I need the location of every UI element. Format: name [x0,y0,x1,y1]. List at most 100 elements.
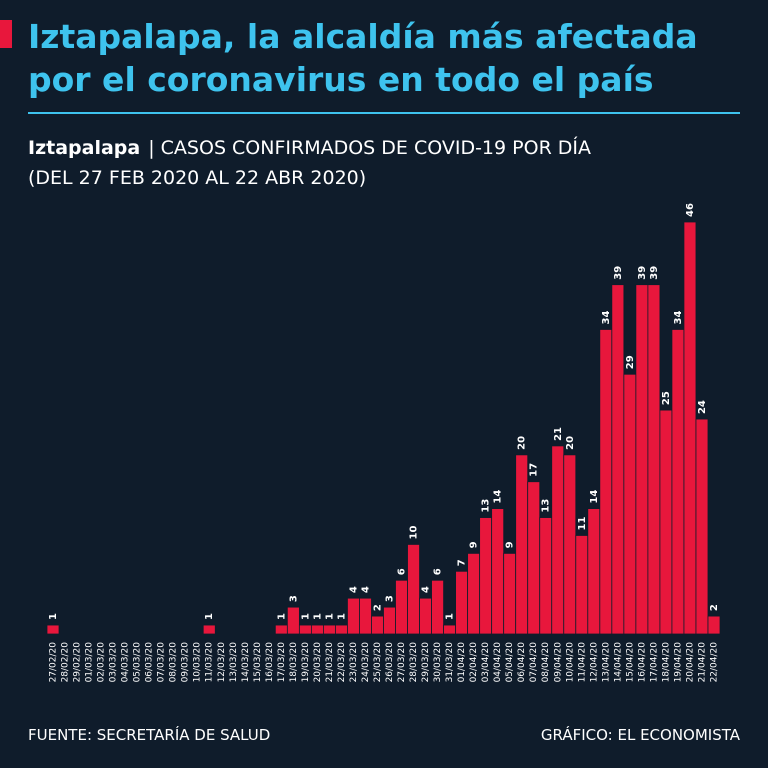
bar [335,624,348,635]
x-tick-label: 02/03/20 [97,642,107,683]
x-tick-label: 08/04/20 [541,642,551,683]
value-label: 39 [649,266,660,280]
bar [467,552,481,635]
x-tick-label: 03/03/20 [109,642,119,683]
bar [647,284,661,635]
bar [515,454,529,635]
x-tick-label: 15/04/20 [625,642,635,683]
x-tick-label: 09/03/20 [181,642,191,683]
bar [347,597,360,635]
bar [611,284,625,635]
x-tick-label: 11/04/20 [577,642,587,683]
subtitle-bold: Iztapalapa [28,137,140,159]
x-tick-label: 06/03/20 [145,642,155,683]
value-label: 1 [276,613,287,620]
x-tick-label: 16/03/20 [265,642,275,683]
bar [407,544,420,635]
x-tick-label: 07/04/20 [529,642,539,683]
value-label: 9 [505,541,516,548]
bar [202,624,216,635]
x-tick-label: 13/04/20 [601,642,611,683]
credit: GRÁFICO: EL ECONOMISTA [541,725,741,744]
x-tick-label: 14/04/20 [613,642,623,683]
bar [359,597,372,635]
bar [671,329,685,635]
x-tick-label: 10/03/20 [193,642,203,683]
value-label: 17 [529,463,540,477]
bar [527,481,541,635]
bar [46,624,60,635]
bar [419,597,432,635]
value-label: 9 [469,541,480,548]
x-tick-label: 18/04/20 [661,642,671,683]
value-label: 46 [685,203,696,217]
value-label: 1 [312,613,323,620]
value-label: 13 [541,499,552,513]
value-label: 13 [481,499,492,513]
x-tick-label: 20/03/20 [313,642,323,683]
bar [695,418,709,635]
x-tick-label: 14/03/20 [241,642,251,683]
value-label: 14 [493,490,504,504]
bar [491,508,505,635]
x-tick-label: 05/04/20 [505,642,515,683]
bar [563,454,577,635]
value-label: 25 [661,391,672,405]
value-label: 1 [445,613,456,620]
value-label: 7 [457,559,468,566]
bar [298,624,312,635]
x-tick-label: 29/02/20 [73,642,83,683]
x-tick-label: 02/04/20 [469,642,479,683]
x-tick-label: 03/04/20 [481,642,491,683]
value-label: 34 [673,311,684,325]
value-label: 34 [601,311,612,325]
bar [323,624,336,635]
x-tick-label: 17/04/20 [649,642,659,683]
x-tick-label: 29/03/20 [421,642,431,683]
subtitle-range: (DEL 27 FEB 2020 AL 22 ABR 2020) [28,167,366,189]
value-label: 3 [385,595,396,602]
x-tick-label: 05/03/20 [133,642,143,683]
x-tick-label: 04/03/20 [121,642,131,683]
x-tick-label: 31/03/20 [445,642,455,683]
bar [274,624,288,635]
value-label: 39 [613,266,624,280]
bar [310,624,324,635]
x-tick-label: 22/03/20 [337,642,347,683]
x-tick-label: 16/04/20 [637,642,647,683]
bar [707,615,721,635]
bar [286,606,300,635]
x-tick-label: 08/03/20 [169,642,179,683]
bar [455,570,469,635]
bar [599,329,613,635]
bar [575,535,589,635]
value-label: 39 [637,266,648,280]
x-tick-label: 19/03/20 [301,642,311,683]
x-tick-label: 15/03/20 [253,642,263,683]
value-label: 14 [589,490,600,504]
x-tick-label: 28/02/20 [61,642,71,683]
value-label: 2 [372,604,383,611]
x-tick-label: 11/03/20 [205,642,215,683]
x-tick-label: 21/04/20 [697,642,707,683]
value-label: 1 [300,613,311,620]
bar [623,373,637,635]
x-tick-label: 01/04/20 [457,642,467,683]
bar [383,606,396,635]
chart-title: Iztapalapa, la alcaldía más afectada [28,17,698,56]
bar [431,579,444,635]
x-tick-label: 13/03/20 [229,642,239,683]
source: FUENTE: SECRETARÍA DE SALUD [28,725,270,744]
chart-title: por el coronavirus en todo el país [28,60,654,99]
bar [587,508,601,635]
value-label: 2 [709,604,720,611]
bar [371,615,384,635]
x-tick-label: 04/04/20 [493,642,503,683]
value-label: 24 [697,400,708,414]
x-tick-label: 07/03/20 [157,642,167,683]
value-label: 4 [348,586,359,593]
bar [551,445,565,635]
x-tick-label: 30/03/20 [433,642,443,683]
subtitle-text: | CASOS CONFIRMADOS DE COVID-19 POR DÍA [148,136,591,159]
